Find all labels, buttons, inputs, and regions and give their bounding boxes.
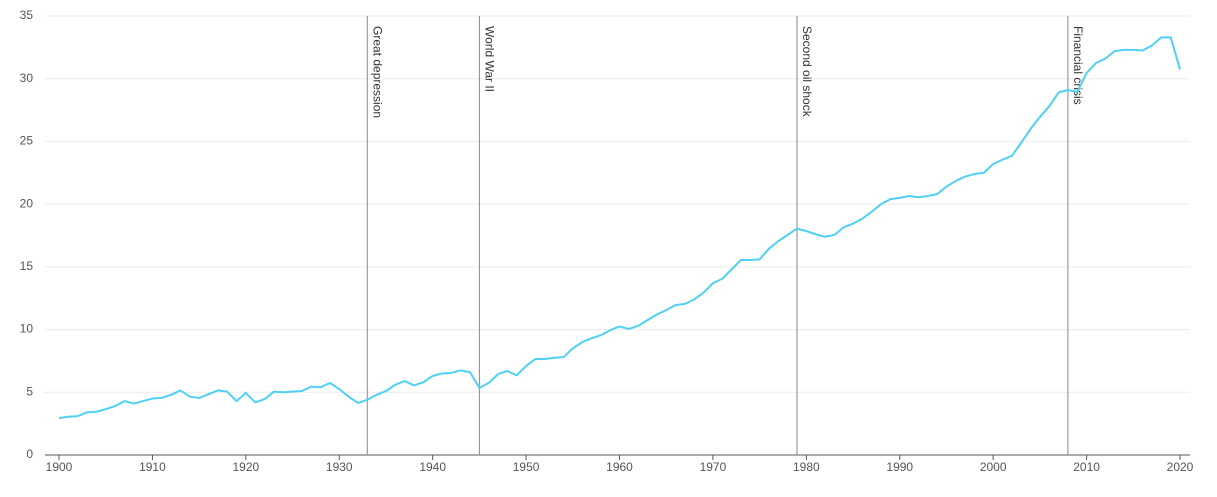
annotation-label: Financial crisis xyxy=(1071,26,1085,105)
x-tick-label: 1980 xyxy=(793,460,820,474)
y-tick-label: 20 xyxy=(20,196,34,210)
x-tick-label: 1900 xyxy=(46,460,73,474)
x-tick-label: 1920 xyxy=(232,460,259,474)
x-tick-label: 1940 xyxy=(419,460,446,474)
x-tick-label: 1990 xyxy=(886,460,913,474)
y-tick-label: 25 xyxy=(20,134,34,148)
x-tick-label: 2020 xyxy=(1167,460,1194,474)
x-tick-label: 1950 xyxy=(513,460,540,474)
y-tick-label: 30 xyxy=(20,71,34,85)
x-tick-label: 2010 xyxy=(1073,460,1100,474)
annotation-label: World War II xyxy=(482,26,496,92)
annotation-label: Great depression xyxy=(370,26,384,118)
y-tick-label: 10 xyxy=(20,322,34,336)
annotation-label: Second oil shock xyxy=(800,26,814,118)
data-line xyxy=(58,36,1181,419)
x-tick-label: 1910 xyxy=(139,460,166,474)
x-tick-label: 1970 xyxy=(700,460,727,474)
x-tick-label: 1960 xyxy=(606,460,633,474)
x-tick-label: 2000 xyxy=(980,460,1007,474)
y-tick-label: 15 xyxy=(20,259,34,273)
y-tick-label: 0 xyxy=(26,447,33,461)
y-tick-label: 5 xyxy=(26,384,33,398)
y-tick-label: 35 xyxy=(20,8,34,22)
x-tick-label: 1930 xyxy=(326,460,353,474)
